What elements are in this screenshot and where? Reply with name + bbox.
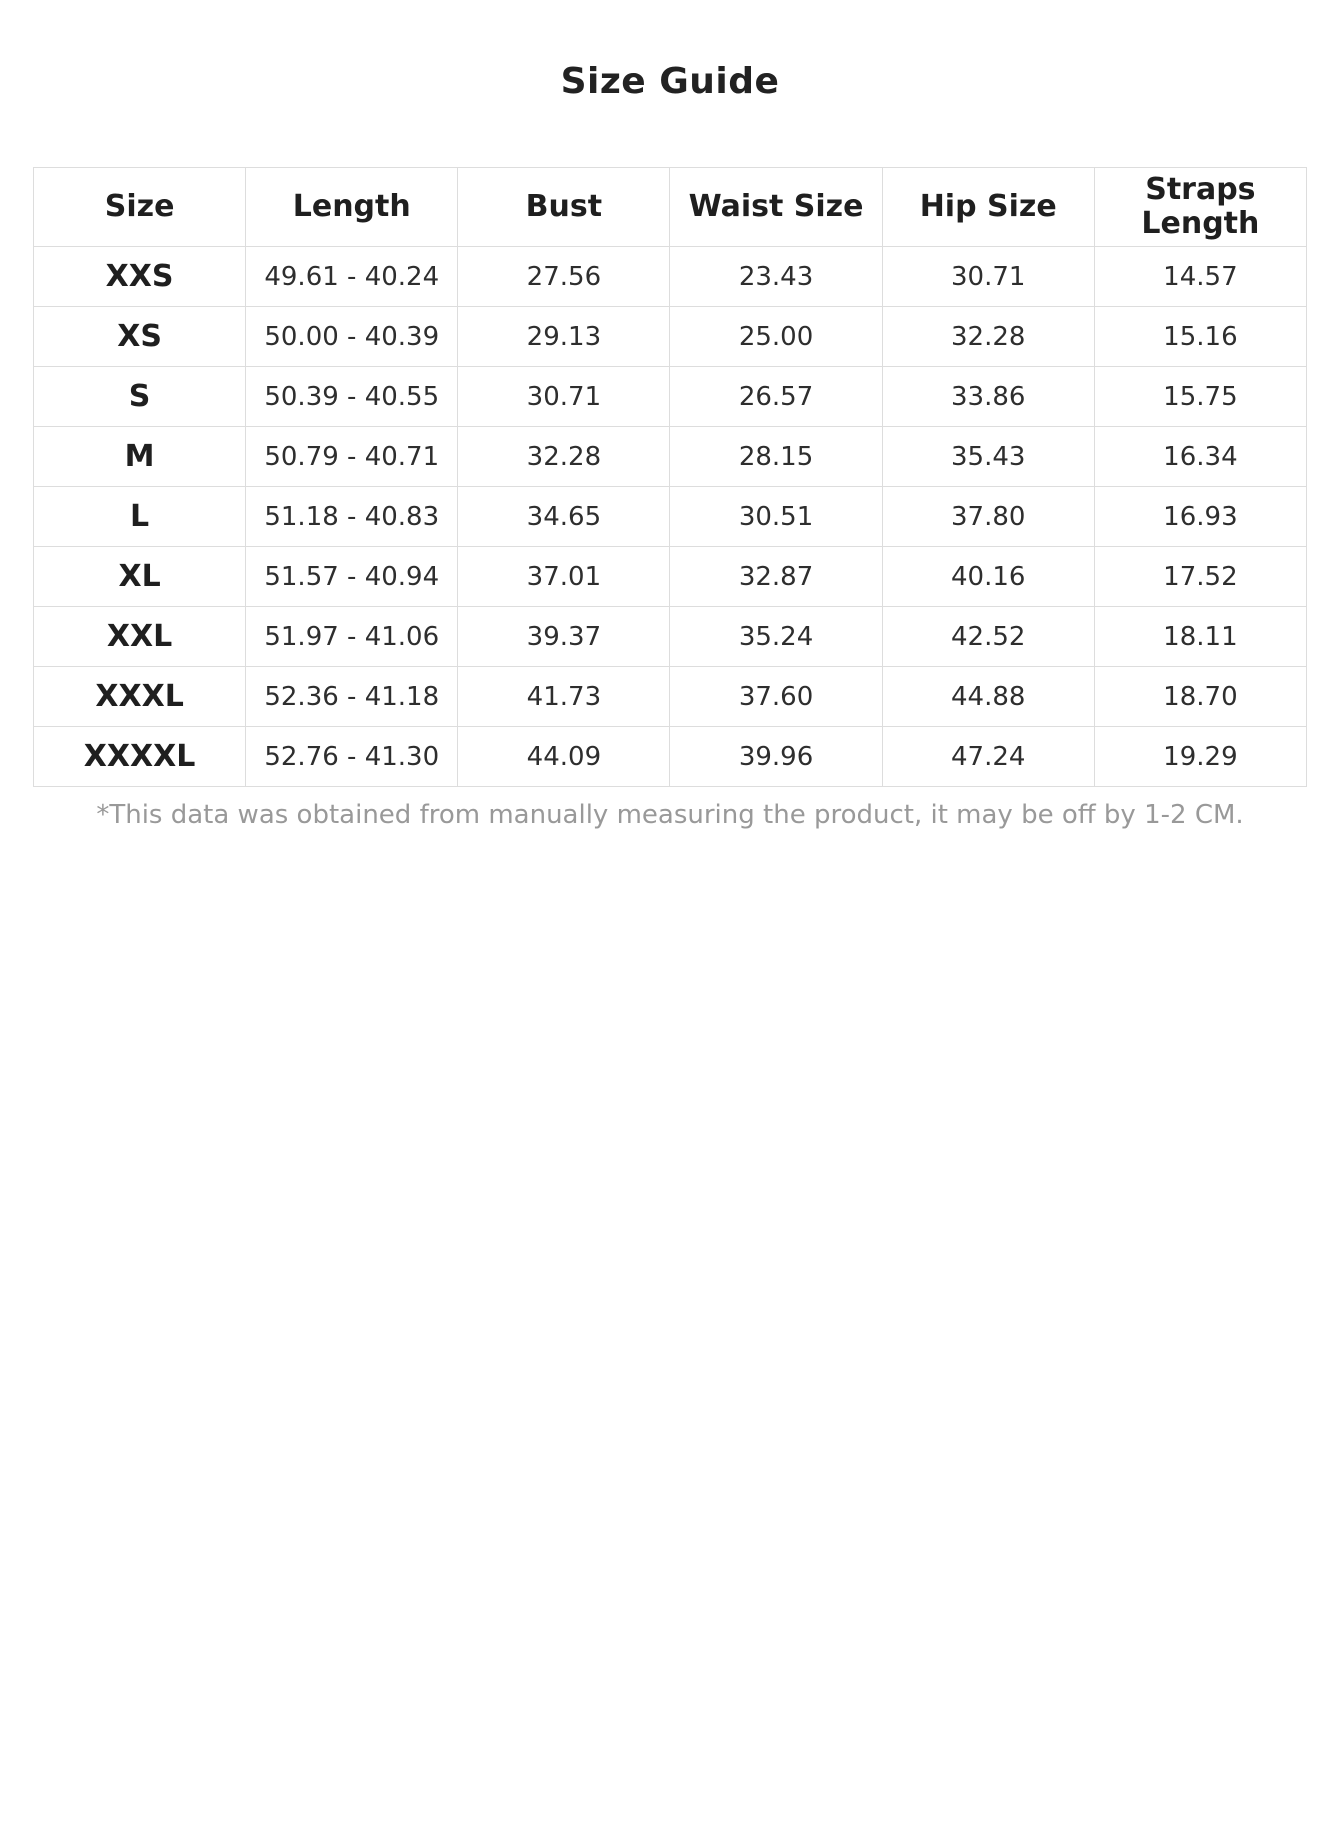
bust-cell: 34.65: [457, 486, 671, 548]
length-cell: 51.97 - 41.06: [245, 606, 459, 668]
column-header-bust: Bust: [457, 167, 671, 248]
straps-cell: 18.11: [1093, 606, 1308, 668]
waist-cell: 26.57: [669, 366, 883, 428]
bust-cell: 27.56: [457, 246, 671, 308]
waist-cell: 23.43: [669, 246, 883, 308]
column-header-hip: Hip Size: [881, 167, 1095, 248]
column-header-length: Length: [245, 167, 459, 248]
hip-cell: 40.16: [881, 546, 1095, 608]
bust-cell: 41.73: [457, 666, 671, 728]
size-guide-page: Size Guide Size Length Bust Waist Size H…: [0, 60, 1340, 1845]
bust-cell: 44.09: [457, 726, 671, 788]
waist-cell: 28.15: [669, 426, 883, 488]
length-cell: 50.39 - 40.55: [245, 366, 459, 428]
size-guide-table: Size Length Bust Waist Size Hip Size Str…: [32, 167, 1308, 788]
table-row-xxxxl: XXXXL 52.76 - 41.30 44.09 39.96 47.24 19…: [32, 726, 1308, 788]
straps-cell: 15.75: [1093, 366, 1308, 428]
table-row-xs: XS 50.00 - 40.39 29.13 25.00 32.28 15.16: [32, 306, 1308, 368]
measurement-disclaimer: *This data was obtained from manually me…: [96, 800, 1244, 831]
bust-cell: 29.13: [457, 306, 671, 368]
waist-cell: 32.87: [669, 546, 883, 608]
bust-cell: 32.28: [457, 426, 671, 488]
hip-cell: 32.28: [881, 306, 1095, 368]
bust-cell: 30.71: [457, 366, 671, 428]
waist-cell: 37.60: [669, 666, 883, 728]
hip-cell: 37.80: [881, 486, 1095, 548]
straps-cell: 18.70: [1093, 666, 1308, 728]
size-cell: XXS: [32, 246, 247, 308]
length-cell: 52.36 - 41.18: [245, 666, 459, 728]
size-cell: XS: [32, 306, 247, 368]
hip-cell: 35.43: [881, 426, 1095, 488]
waist-cell: 30.51: [669, 486, 883, 548]
column-header-straps: Straps Length: [1093, 167, 1308, 248]
waist-cell: 25.00: [669, 306, 883, 368]
bust-cell: 37.01: [457, 546, 671, 608]
straps-cell: 19.29: [1093, 726, 1308, 788]
size-cell: XXXL: [32, 666, 247, 728]
hip-cell: 30.71: [881, 246, 1095, 308]
waist-cell: 35.24: [669, 606, 883, 668]
page-title: Size Guide: [560, 61, 780, 102]
bust-cell: 39.37: [457, 606, 671, 668]
size-cell: M: [32, 426, 247, 488]
straps-cell: 16.93: [1093, 486, 1308, 548]
header-row: Size Length Bust Waist Size Hip Size Str…: [32, 167, 1308, 248]
straps-cell: 14.57: [1093, 246, 1308, 308]
table-header: Size Length Bust Waist Size Hip Size Str…: [32, 167, 1308, 248]
size-cell: S: [32, 366, 247, 428]
size-cell: XL: [32, 546, 247, 608]
column-header-waist: Waist Size: [669, 167, 883, 248]
size-cell: L: [32, 486, 247, 548]
size-cell: XXXXL: [32, 726, 247, 788]
hip-cell: 47.24: [881, 726, 1095, 788]
hip-cell: 33.86: [881, 366, 1095, 428]
table-row-s: S 50.39 - 40.55 30.71 26.57 33.86 15.75: [32, 366, 1308, 428]
table-row-l: L 51.18 - 40.83 34.65 30.51 37.80 16.93: [32, 486, 1308, 548]
length-cell: 49.61 - 40.24: [245, 246, 459, 308]
straps-cell: 15.16: [1093, 306, 1308, 368]
straps-cell: 17.52: [1093, 546, 1308, 608]
table-row-xl: XL 51.57 - 40.94 37.01 32.87 40.16 17.52: [32, 546, 1308, 608]
table-body: XXS 49.61 - 40.24 27.56 23.43 30.71 14.5…: [32, 246, 1308, 788]
length-cell: 51.57 - 40.94: [245, 546, 459, 608]
length-cell: 50.79 - 40.71: [245, 426, 459, 488]
length-cell: 50.00 - 40.39: [245, 306, 459, 368]
column-header-size: Size: [32, 167, 247, 248]
table-row-m: M 50.79 - 40.71 32.28 28.15 35.43 16.34: [32, 426, 1308, 488]
straps-cell: 16.34: [1093, 426, 1308, 488]
hip-cell: 44.88: [881, 666, 1095, 728]
table-row-xxxl: XXXL 52.36 - 41.18 41.73 37.60 44.88 18.…: [32, 666, 1308, 728]
table-row-xxs: XXS 49.61 - 40.24 27.56 23.43 30.71 14.5…: [32, 246, 1308, 308]
size-cell: XXL: [32, 606, 247, 668]
length-cell: 52.76 - 41.30: [245, 726, 459, 788]
table-row-xxl: XXL 51.97 - 41.06 39.37 35.24 42.52 18.1…: [32, 606, 1308, 668]
waist-cell: 39.96: [669, 726, 883, 788]
hip-cell: 42.52: [881, 606, 1095, 668]
length-cell: 51.18 - 40.83: [245, 486, 459, 548]
